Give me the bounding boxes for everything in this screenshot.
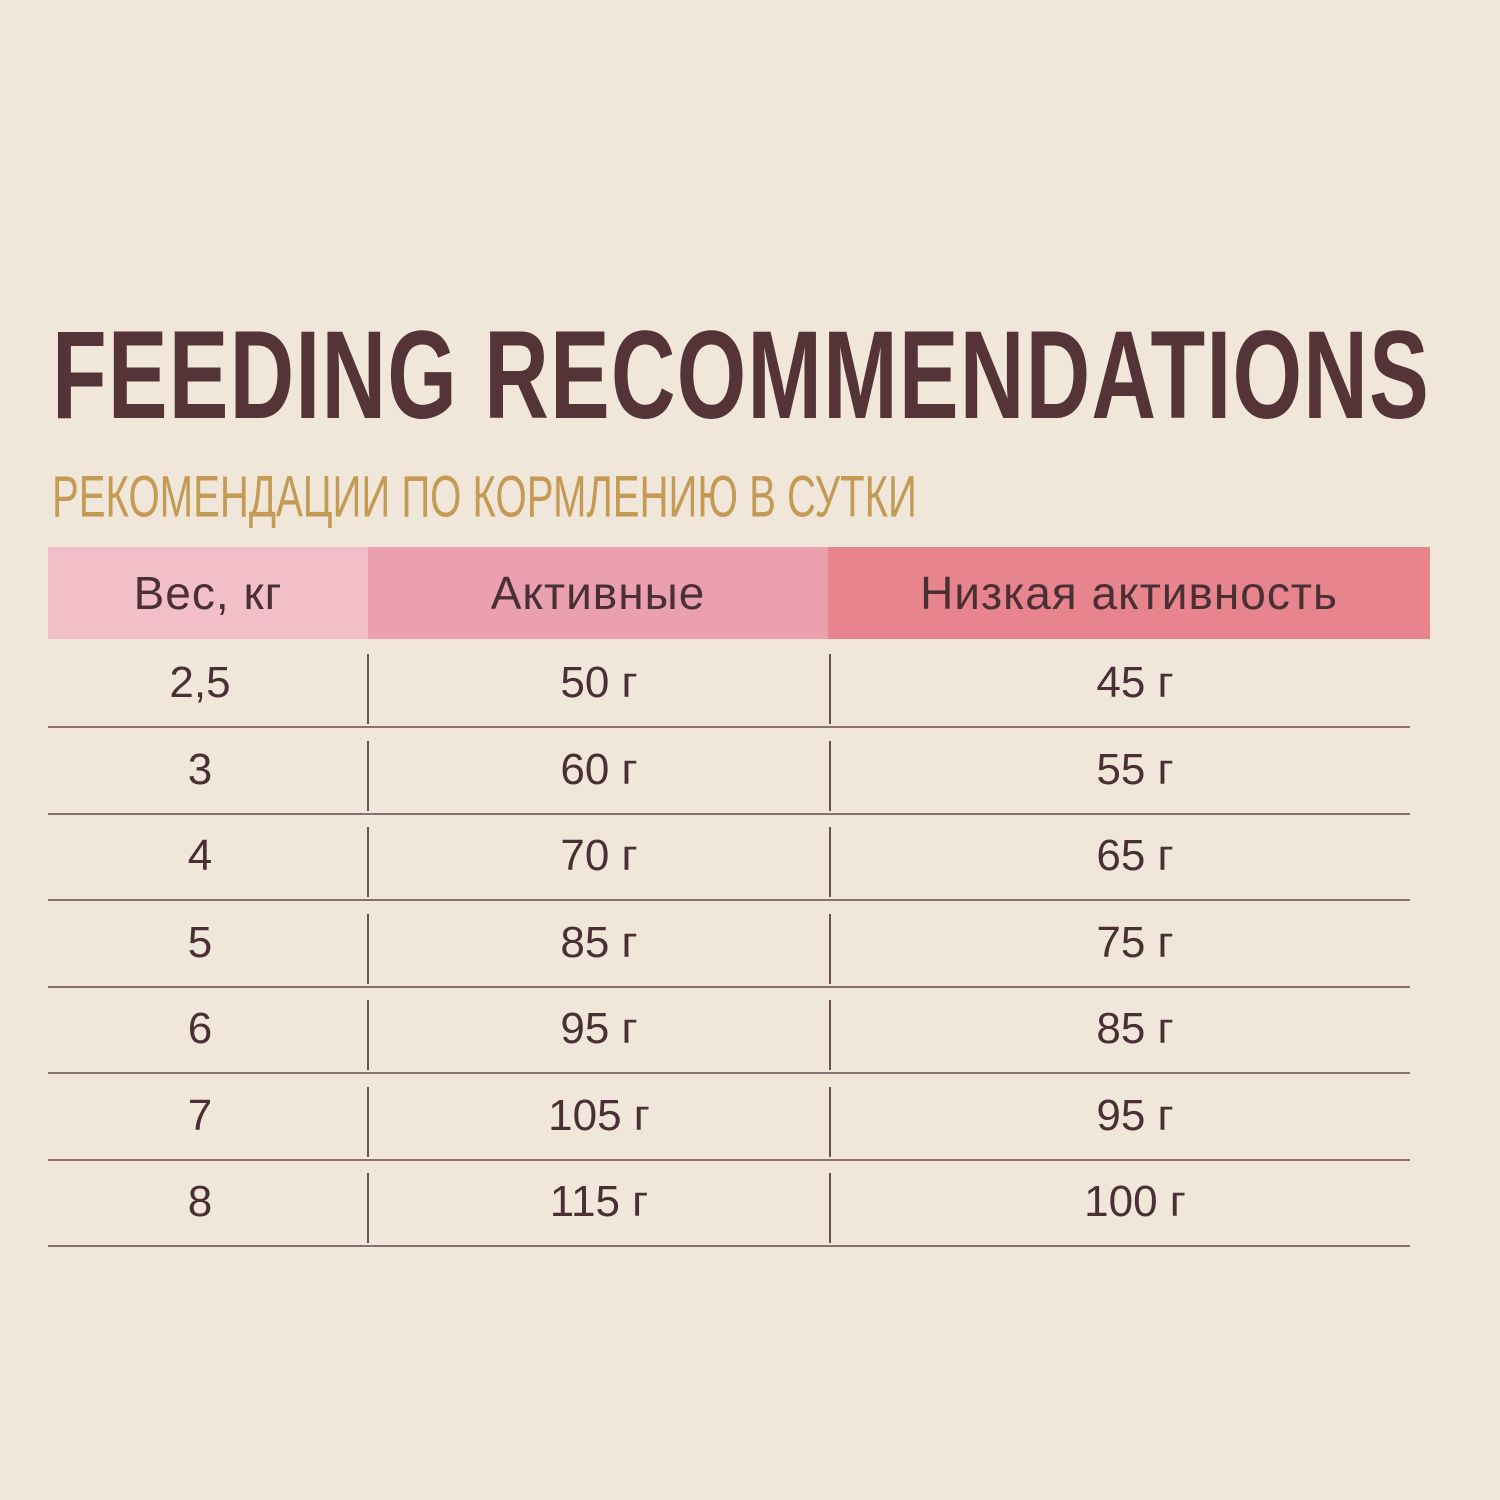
cell-low-activity: 100 г: [1084, 1177, 1186, 1226]
cell-active: 50 г: [560, 658, 638, 707]
table-row: 2,5 50 г 45 г: [48, 640, 1410, 728]
cell-low-activity: 55 г: [1096, 744, 1174, 794]
cell-weight: 5: [187, 917, 213, 967]
table-row: 3 60 г 55 г: [48, 727, 1410, 815]
column-divider: [829, 654, 831, 724]
table-row: 7 105 г 95 г: [48, 1073, 1410, 1161]
cell-weight: 3: [187, 744, 213, 794]
cell-weight: 8: [187, 1177, 213, 1226]
cell-low-activity: 75 г: [1096, 917, 1174, 967]
cell-active: 105 г: [548, 1090, 650, 1140]
page-title: FEEDING RECOMMENDATIONS: [52, 304, 1430, 445]
header-active: Активные: [368, 547, 828, 639]
cell-weight: 7: [187, 1090, 213, 1140]
table-row: 8 115 г 100 г: [48, 1159, 1410, 1247]
header-weight: Вес, кг: [48, 547, 368, 639]
cell-low-activity: 65 г: [1096, 831, 1174, 880]
column-divider: [829, 1173, 831, 1243]
column-divider: [367, 654, 369, 724]
column-divider: [367, 1086, 369, 1157]
cell-low-activity: 45 г: [1096, 658, 1174, 707]
cell-weight: 4: [187, 831, 213, 880]
cell-weight: 6: [187, 1004, 213, 1053]
cell-active: 115 г: [549, 1177, 649, 1226]
header-low-activity: Низкая активность: [828, 547, 1430, 639]
column-divider: [829, 1086, 831, 1157]
column-divider: [829, 913, 831, 984]
column-divider: [829, 1000, 831, 1070]
column-divider: [367, 827, 369, 897]
cell-weight: 2,5: [169, 658, 231, 707]
page-subtitle: РЕКОМЕНДАЦИИ ПО КОРМЛЕНИЮ В СУТКИ: [52, 463, 917, 530]
table-row: 5 85 г 75 г: [48, 900, 1410, 988]
table-row: 4 70 г 65 г: [48, 813, 1410, 901]
column-divider: [367, 740, 369, 811]
column-divider: [367, 913, 369, 984]
cell-active: 95 г: [560, 1004, 638, 1053]
cell-low-activity: 95 г: [1096, 1090, 1174, 1140]
column-divider: [367, 1000, 369, 1070]
column-divider: [829, 740, 831, 811]
cell-active: 70 г: [560, 831, 638, 880]
cell-low-activity: 85 г: [1096, 1004, 1174, 1053]
column-divider: [829, 827, 831, 897]
cell-active: 85 г: [560, 917, 638, 967]
cell-active: 60 г: [560, 744, 638, 794]
column-divider: [367, 1173, 369, 1243]
table-row: 6 95 г 85 г: [48, 986, 1410, 1074]
